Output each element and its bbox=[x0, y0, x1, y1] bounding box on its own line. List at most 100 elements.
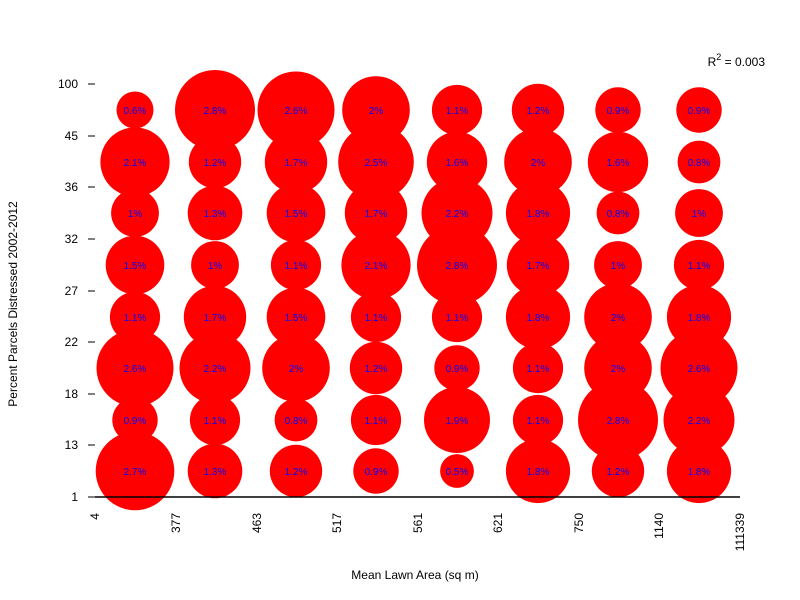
bubble bbox=[111, 189, 159, 237]
y-tick-label: 1 bbox=[71, 490, 78, 504]
y-axis-ticks: 1 13 18 22 27 32 36 45 100 bbox=[58, 77, 95, 504]
bubble bbox=[440, 454, 474, 488]
bubble-value-label: 1.3% bbox=[204, 209, 227, 220]
bubble bbox=[587, 131, 649, 193]
bubble-value-label: 0.9% bbox=[607, 106, 630, 117]
y-tick-label: 13 bbox=[65, 438, 79, 452]
bubble-value-label: 2.1% bbox=[124, 158, 147, 169]
bubble bbox=[187, 185, 243, 241]
bubble-value-label: 2.2% bbox=[204, 364, 227, 375]
bubble bbox=[350, 394, 402, 446]
y-tick-label: 18 bbox=[65, 387, 79, 401]
x-tick-label: 4 bbox=[88, 513, 102, 520]
bubble-value-label: 1.5% bbox=[285, 209, 308, 220]
bubble-value-label: 2.6% bbox=[124, 364, 147, 375]
bubble-value-label: 0.8% bbox=[688, 158, 711, 169]
bubble bbox=[95, 431, 175, 511]
bubble-value-label: 1.1% bbox=[365, 313, 388, 324]
x-axis-ticks: 4 377 463 517 561 621 750 1140 111339 bbox=[88, 513, 747, 552]
bubble-value-label: 1.1% bbox=[527, 416, 550, 427]
bubble bbox=[666, 438, 732, 504]
y-axis-title: Percent Parcels Distressed 2002-2012 bbox=[6, 201, 20, 407]
bubble bbox=[676, 87, 722, 133]
bubble bbox=[341, 230, 411, 300]
bubble bbox=[512, 394, 564, 446]
bubble bbox=[431, 84, 483, 136]
bubble-value-label: 2.8% bbox=[204, 106, 227, 117]
x-tick-label: 111339 bbox=[733, 513, 747, 552]
bubble-value-label: 1.1% bbox=[124, 313, 147, 324]
x-tick-label: 1140 bbox=[652, 513, 666, 539]
bubble bbox=[591, 444, 645, 498]
bubble-value-label: 2.2% bbox=[446, 209, 469, 220]
bubble-value-label: 1.7% bbox=[365, 209, 388, 220]
bubble-value-label: 1.8% bbox=[527, 209, 550, 220]
x-tick-label: 377 bbox=[169, 513, 183, 533]
bubble bbox=[187, 443, 243, 499]
x-tick-label: 621 bbox=[491, 513, 505, 533]
bubble bbox=[421, 177, 493, 249]
bubble-value-label: 2.5% bbox=[365, 158, 388, 169]
bubble bbox=[349, 341, 403, 395]
bubble bbox=[344, 181, 408, 245]
x-tick-label: 517 bbox=[330, 513, 344, 533]
bubble-value-label: 0.9% bbox=[365, 467, 388, 478]
bubble bbox=[96, 329, 174, 407]
bubble-value-label: 1.9% bbox=[446, 416, 469, 427]
bubble bbox=[675, 189, 723, 237]
bubble-value-label: 1% bbox=[128, 209, 143, 220]
bubble-value-label: 2.7% bbox=[124, 467, 147, 478]
bubble-value-label: 1.7% bbox=[285, 158, 308, 169]
bubble bbox=[112, 397, 158, 443]
y-tick-label: 45 bbox=[65, 129, 79, 143]
bubble bbox=[594, 241, 642, 289]
bubble-value-label: 1.8% bbox=[527, 313, 550, 324]
bubble bbox=[189, 394, 241, 446]
bubble-value-label: 1.7% bbox=[204, 313, 227, 324]
bubble bbox=[109, 291, 161, 343]
bubble-value-label: 2.2% bbox=[688, 416, 711, 427]
bubble bbox=[175, 70, 255, 150]
bubble bbox=[270, 239, 322, 291]
bubble bbox=[262, 334, 330, 402]
bubble bbox=[338, 124, 414, 200]
bubble bbox=[596, 191, 640, 235]
bubble-value-label: 0.8% bbox=[285, 416, 308, 427]
bubble-value-label: 2% bbox=[289, 364, 304, 375]
bubble-value-label: 2.8% bbox=[607, 416, 630, 427]
bubble-value-label: 1.5% bbox=[285, 313, 308, 324]
bubble bbox=[183, 285, 247, 349]
bubble-value-label: 1.1% bbox=[204, 416, 227, 427]
bubble-value-label: 2% bbox=[611, 313, 626, 324]
bubble bbox=[264, 130, 328, 194]
bubble-value-label: 1.8% bbox=[688, 313, 711, 324]
bubble bbox=[512, 342, 564, 394]
bubble-value-label: 1.1% bbox=[365, 416, 388, 427]
bubble bbox=[673, 239, 725, 291]
bubble bbox=[663, 384, 735, 456]
bubble-value-label: 2.6% bbox=[285, 106, 308, 117]
bubble-value-label: 1% bbox=[611, 261, 626, 272]
y-tick-label: 22 bbox=[65, 335, 79, 349]
bubble-value-label: 1.6% bbox=[607, 158, 630, 169]
bubble bbox=[100, 127, 170, 197]
bubble-value-label: 1.7% bbox=[527, 261, 550, 272]
y-tick-label: 27 bbox=[65, 284, 79, 298]
bubble bbox=[424, 387, 490, 453]
bubble-value-label: 1.1% bbox=[285, 261, 308, 272]
r-squared-annotation: R2 = 0.003 bbox=[708, 52, 766, 69]
y-tick-label: 36 bbox=[65, 180, 79, 194]
bubble-value-label: 0.9% bbox=[124, 416, 147, 427]
x-tick-label: 561 bbox=[411, 513, 425, 533]
bubble bbox=[511, 83, 565, 137]
bubble bbox=[677, 140, 721, 184]
bubble-value-label: 1.2% bbox=[204, 158, 227, 169]
bubble-value-label: 0.8% bbox=[607, 209, 630, 220]
y-tick-label: 32 bbox=[65, 232, 79, 246]
bubble bbox=[584, 283, 652, 351]
bubble-label-layer: 2.7% 1.3% 1.2% 0.9% 0.5% 1.8% 1.2% 1.8% 0.9% 1.1%… bbox=[124, 106, 711, 478]
bubble bbox=[417, 225, 497, 305]
bubble-value-label: 0.5% bbox=[446, 467, 469, 478]
bubble-value-label: 1.6% bbox=[446, 158, 469, 169]
